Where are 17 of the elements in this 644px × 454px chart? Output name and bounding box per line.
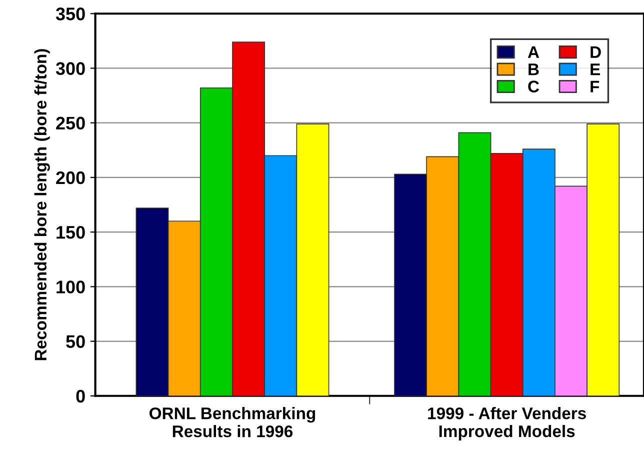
y-tick-label: 300 [56, 62, 85, 75]
x-tick-label: 1999 - After Venders Improved Models [428, 407, 586, 440]
y-tick-label: 50 [66, 335, 85, 348]
legend-label: A [528, 46, 540, 58]
y-tick-label: 100 [56, 280, 85, 294]
legend-label: C [528, 80, 540, 92]
x-tick-label: ORNL Benchmarking Results in 1996 [150, 407, 316, 438]
y-tick-label: 150 [56, 226, 85, 239]
y-tick-label: 0 [76, 390, 85, 403]
legend-label: F [590, 80, 600, 92]
y-tick-label: 350 [56, 8, 85, 20]
y-tick-label: 200 [56, 171, 85, 184]
legend-label: E [590, 64, 600, 76]
legend-label: B [528, 64, 539, 76]
legend-label: D [590, 46, 601, 58]
y-tick-label: 250 [56, 116, 85, 130]
y-axis-title: Recommended bore length (bore ft/ton) [34, 49, 50, 360]
